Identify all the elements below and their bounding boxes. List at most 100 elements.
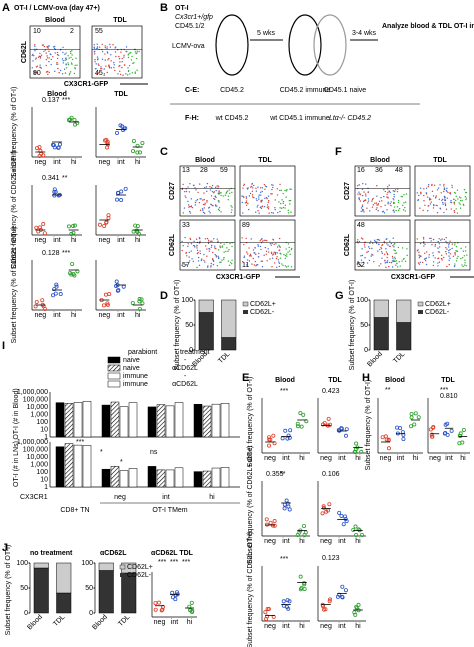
dot (131, 229, 136, 234)
event (106, 71, 109, 74)
dot (285, 501, 290, 506)
x-tick-label: hi (299, 455, 305, 462)
event (270, 252, 273, 255)
event (113, 61, 115, 64)
event (383, 253, 386, 256)
dot (268, 520, 273, 525)
event (62, 62, 65, 64)
event (219, 245, 221, 247)
event (377, 250, 379, 252)
event (209, 186, 211, 188)
event (206, 190, 208, 192)
event (445, 189, 448, 192)
event (274, 199, 276, 201)
event (370, 240, 372, 243)
event (203, 186, 206, 189)
dot (122, 126, 127, 131)
axis-label: CD27 (169, 182, 176, 200)
event (211, 184, 214, 187)
event (463, 189, 466, 191)
label: 10 (33, 28, 41, 35)
event (185, 190, 188, 193)
event (181, 240, 183, 243)
event (261, 187, 264, 189)
event (386, 256, 388, 259)
event (196, 266, 198, 269)
event (210, 262, 213, 265)
event (357, 193, 359, 195)
event (57, 63, 59, 65)
event (423, 241, 425, 243)
panel-letter: A (2, 2, 10, 14)
event (406, 254, 408, 257)
event (218, 209, 221, 212)
dot (457, 433, 462, 438)
bar (82, 401, 92, 438)
event (278, 201, 280, 203)
dot (66, 224, 71, 229)
event (392, 201, 395, 204)
label: Blood (275, 377, 295, 384)
event (127, 74, 129, 76)
event (398, 260, 401, 263)
label: Blood (195, 157, 215, 164)
axis-label: Subset frequency (% of OT-I) (5, 545, 12, 636)
event (440, 239, 442, 241)
bar (101, 468, 111, 488)
x-tick-label: Blood (91, 614, 109, 632)
event (465, 197, 467, 199)
event (287, 243, 290, 245)
bar (211, 403, 221, 438)
x-tick-label: TDL (117, 614, 131, 628)
event (393, 211, 396, 213)
dot (383, 434, 388, 439)
significance: *** (58, 435, 66, 442)
significance: ** (280, 471, 286, 478)
event (275, 243, 277, 245)
event (356, 240, 359, 243)
legend-swatch (107, 356, 121, 364)
event (431, 190, 434, 193)
event (31, 67, 33, 69)
event (359, 200, 362, 202)
event (380, 263, 382, 265)
event (397, 209, 400, 212)
dot (102, 223, 107, 228)
event (386, 186, 389, 188)
event (446, 265, 448, 268)
dot (264, 616, 269, 621)
event (107, 59, 109, 61)
event (395, 209, 397, 212)
event (210, 203, 213, 206)
legend-label: CD62L- (127, 572, 152, 579)
event (35, 58, 37, 60)
significance: *** (158, 559, 166, 566)
bar (147, 406, 157, 438)
y-tick-label: 100 (356, 297, 368, 304)
dot (339, 426, 344, 431)
event (271, 242, 273, 245)
event (459, 207, 462, 209)
event (420, 193, 422, 195)
event (134, 71, 136, 73)
event (465, 198, 467, 201)
event (71, 50, 73, 52)
dot (328, 422, 333, 427)
dot (301, 524, 306, 529)
event (214, 245, 216, 247)
event (64, 53, 66, 56)
event (371, 198, 374, 201)
event (39, 66, 41, 68)
event (187, 204, 190, 206)
event (34, 45, 36, 48)
event (451, 247, 453, 250)
event (123, 64, 126, 66)
dot (121, 284, 126, 289)
event (406, 248, 408, 250)
legend-swatch (418, 310, 423, 314)
event (401, 247, 404, 249)
event (372, 204, 375, 206)
event (378, 239, 381, 241)
event (58, 72, 60, 74)
event (388, 265, 390, 268)
